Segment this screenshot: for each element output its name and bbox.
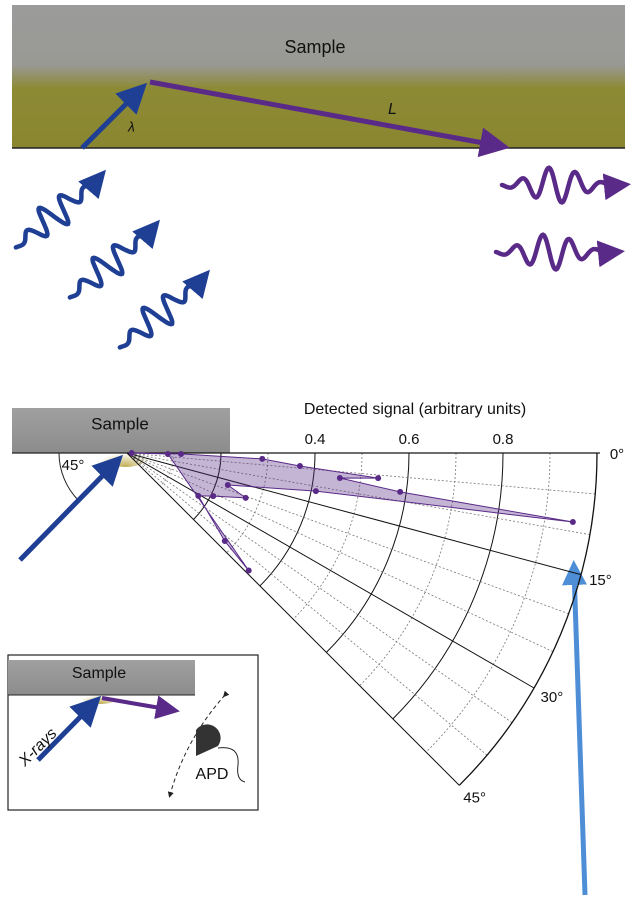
r-axis-label: Detected signal (arbitrary units): [304, 401, 526, 418]
length-label: L: [388, 101, 397, 118]
data-point: [164, 450, 171, 457]
wave: [67, 219, 160, 300]
data-point: [195, 492, 202, 499]
incidence-arc: [58, 452, 80, 502]
data-point: [296, 463, 303, 470]
wave-packets: [13, 165, 631, 350]
xray-arrow: [36, 695, 102, 762]
sample-slab: [12, 5, 625, 148]
grid-arc: [259, 452, 316, 587]
inset: Sample X-rays APD: [7, 654, 259, 811]
sample-label: Sample: [72, 665, 126, 682]
grid-arc: [392, 452, 504, 720]
data-point: [221, 538, 228, 545]
emission-arrow: [149, 79, 510, 158]
theta-tick-label: 45°: [463, 790, 486, 807]
detector: [196, 724, 221, 756]
r-tick-label: 0.4: [305, 431, 326, 448]
minor-grid-arc: [425, 452, 551, 753]
data-point: [397, 488, 404, 495]
data-point: [224, 481, 231, 488]
data-point: [336, 475, 343, 482]
incidence-label: 45°: [62, 457, 85, 474]
theta-tick-label: 0°: [610, 446, 624, 463]
data-point: [312, 488, 319, 495]
pointer-arrow: [562, 560, 588, 896]
data-point: [178, 450, 185, 457]
theta-tick-label: 15°: [589, 572, 612, 589]
wave: [13, 169, 106, 250]
incident-arrow: [18, 454, 123, 562]
r-tick-label: 0.8: [493, 431, 514, 448]
theta-grid-line: [126, 452, 582, 576]
top-panel: Sample λ L: [12, 5, 631, 350]
sample-label: Sample: [284, 37, 345, 57]
r-tick-label: 0.6: [399, 431, 420, 448]
data-point: [128, 450, 135, 456]
wave: [117, 269, 210, 350]
data-point: [210, 493, 217, 500]
data-point: [242, 494, 249, 501]
incident-arrow: [80, 82, 148, 150]
grid-arc: [193, 452, 222, 520]
data-point: [245, 567, 252, 574]
data-point: [375, 475, 382, 482]
outer-arc: [458, 452, 598, 786]
data-point: [259, 455, 266, 462]
grid-arc: [326, 452, 410, 653]
wavelength-label: λ: [127, 119, 135, 135]
data-point: [569, 519, 576, 526]
polar-chart: Sample 45° Detected signal (arbitrary un…: [12, 401, 624, 896]
signal-area: [131, 452, 573, 571]
wave: [499, 165, 631, 205]
emission-arrow: [101, 695, 180, 720]
minor-grid-arc: [292, 452, 363, 620]
detector-label: APD: [196, 766, 229, 783]
sample-label: Sample: [91, 414, 149, 433]
theta-grid-line: [126, 452, 460, 786]
wave: [493, 232, 625, 272]
scan-path: [167, 690, 230, 798]
theta-tick-label: 30°: [541, 689, 564, 706]
detector-cable: [217, 747, 246, 783]
minor-grid-arc: [359, 452, 457, 686]
